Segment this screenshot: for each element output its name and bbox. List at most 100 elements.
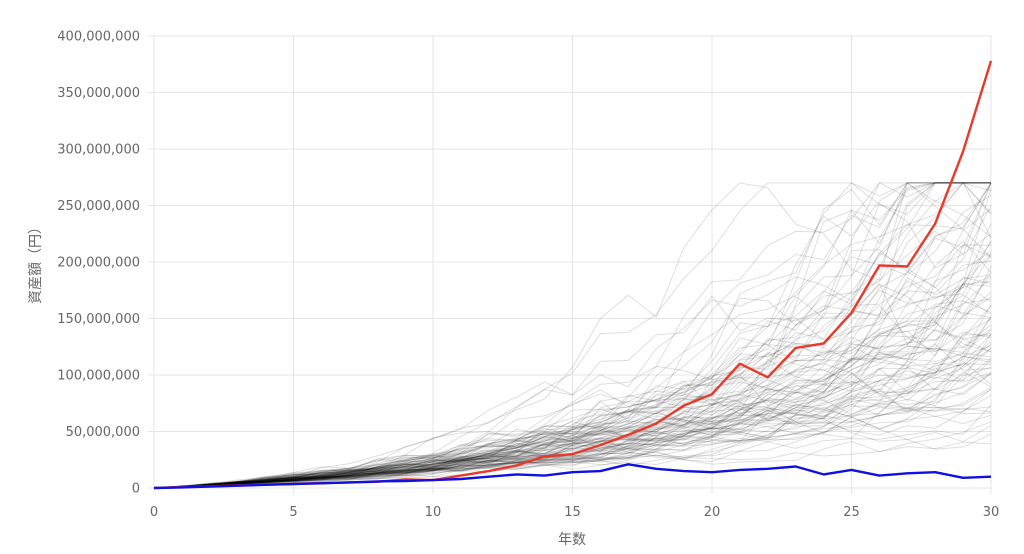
simulation-path <box>153 372 992 489</box>
y-tick-label: 100,000,000 <box>57 369 140 384</box>
simulation-path <box>153 182 991 489</box>
simulation-path <box>153 188 992 489</box>
simulation-path <box>153 324 992 489</box>
simulation-path <box>153 388 992 489</box>
simulation-path <box>153 388 992 489</box>
simulation-path <box>153 182 991 489</box>
simulation-path <box>153 244 992 489</box>
simulation-path <box>153 182 991 489</box>
simulation-path <box>153 347 992 489</box>
simulation-path <box>153 317 992 489</box>
simulation-path <box>153 358 992 489</box>
simulation-path <box>153 182 992 489</box>
simulation-path <box>153 409 992 489</box>
simulation-path <box>153 322 992 489</box>
simulation-path <box>153 240 992 489</box>
simulation-path <box>153 200 992 489</box>
simulation-path <box>153 341 992 489</box>
simulation-path <box>153 355 992 489</box>
simulation-path <box>153 182 992 489</box>
x-tick-label: 25 <box>843 505 860 520</box>
x-tick-label: 15 <box>564 505 581 520</box>
simulation-path <box>153 373 992 489</box>
simulation-path <box>153 182 992 489</box>
simulation-path <box>153 373 992 489</box>
simulation-path <box>153 182 991 489</box>
simulation-path <box>153 182 991 489</box>
simulation-path <box>153 182 992 489</box>
simulation-path <box>153 274 992 489</box>
simulation-path <box>153 223 992 489</box>
y-tick-label: 200,000,000 <box>57 256 140 271</box>
simulation-path <box>153 182 991 489</box>
simulation-path <box>153 260 992 489</box>
simulation-path <box>153 253 992 489</box>
simulation-path <box>153 296 992 489</box>
y-tick-label: 300,000,000 <box>57 143 140 158</box>
simulation-path <box>153 333 992 489</box>
y-tick-label: 250,000,000 <box>57 199 140 214</box>
simulation-path <box>153 182 992 489</box>
y-tick-label: 150,000,000 <box>57 312 140 327</box>
simulation-path <box>153 407 992 489</box>
simulation-path <box>153 250 992 489</box>
simulation-path <box>153 275 992 489</box>
simulation-paths <box>153 182 992 489</box>
simulation-path <box>153 305 992 489</box>
simulation-path <box>153 182 991 489</box>
simulation-path <box>153 316 992 489</box>
simulation-path <box>153 318 992 489</box>
simulation-path <box>153 441 992 489</box>
simulation-path <box>153 366 992 489</box>
y-axis-title: 資産額（円） <box>28 220 44 304</box>
simulation-path <box>153 304 992 489</box>
x-tick-label: 10 <box>425 505 442 520</box>
simulation-path <box>153 205 992 489</box>
simulation-path <box>153 371 992 489</box>
grid <box>148 35 992 494</box>
simulation-path <box>153 182 991 489</box>
simulation-path <box>153 352 992 489</box>
simulation-path <box>153 194 992 489</box>
simulation-path <box>153 333 992 489</box>
x-tick-label: 30 <box>983 505 1000 520</box>
simulation-path <box>153 387 992 489</box>
simulation-path <box>153 404 992 489</box>
y-tick-label: 400,000,000 <box>57 30 140 45</box>
simulation-path <box>153 282 992 489</box>
y-tick-label: 50,000,000 <box>66 425 140 440</box>
simulation-path <box>153 208 992 489</box>
x-tick-label: 20 <box>704 505 721 520</box>
simulation-path <box>153 343 992 489</box>
simulation-path <box>153 402 992 489</box>
simulation-path <box>153 182 992 489</box>
simulation-path <box>153 298 992 489</box>
simulation-path <box>153 182 991 489</box>
simulation-path <box>153 182 992 489</box>
x-tick-label: 5 <box>289 505 297 520</box>
simulation-path <box>153 304 992 489</box>
simulation-path <box>153 252 992 489</box>
simulation-path <box>153 277 992 489</box>
simulation-path <box>153 291 992 489</box>
simulation-path <box>153 182 992 489</box>
simulation-path <box>153 276 992 489</box>
highlight-series <box>153 60 993 490</box>
simulation-path <box>153 240 992 489</box>
simulation-path <box>153 363 992 489</box>
simulation-path <box>153 244 992 489</box>
simulation-path <box>153 183 992 489</box>
simulation-path <box>153 241 992 489</box>
simulation-path <box>153 359 992 489</box>
y-tick-label: 0 <box>132 482 140 497</box>
y-axis-ticks: 0 50,000,000 100,000,000 150,000,000 200,000… <box>57 30 140 497</box>
simulation-path <box>153 363 992 489</box>
y-tick-label: 350,000,000 <box>57 86 140 101</box>
simulation-path <box>153 283 992 489</box>
simulation-path <box>153 347 992 489</box>
x-axis-ticks: 0 5 10 15 20 25 30 <box>150 505 999 520</box>
simulation-path <box>153 356 992 489</box>
simulation-path <box>153 406 992 489</box>
simulation-path <box>153 202 992 489</box>
